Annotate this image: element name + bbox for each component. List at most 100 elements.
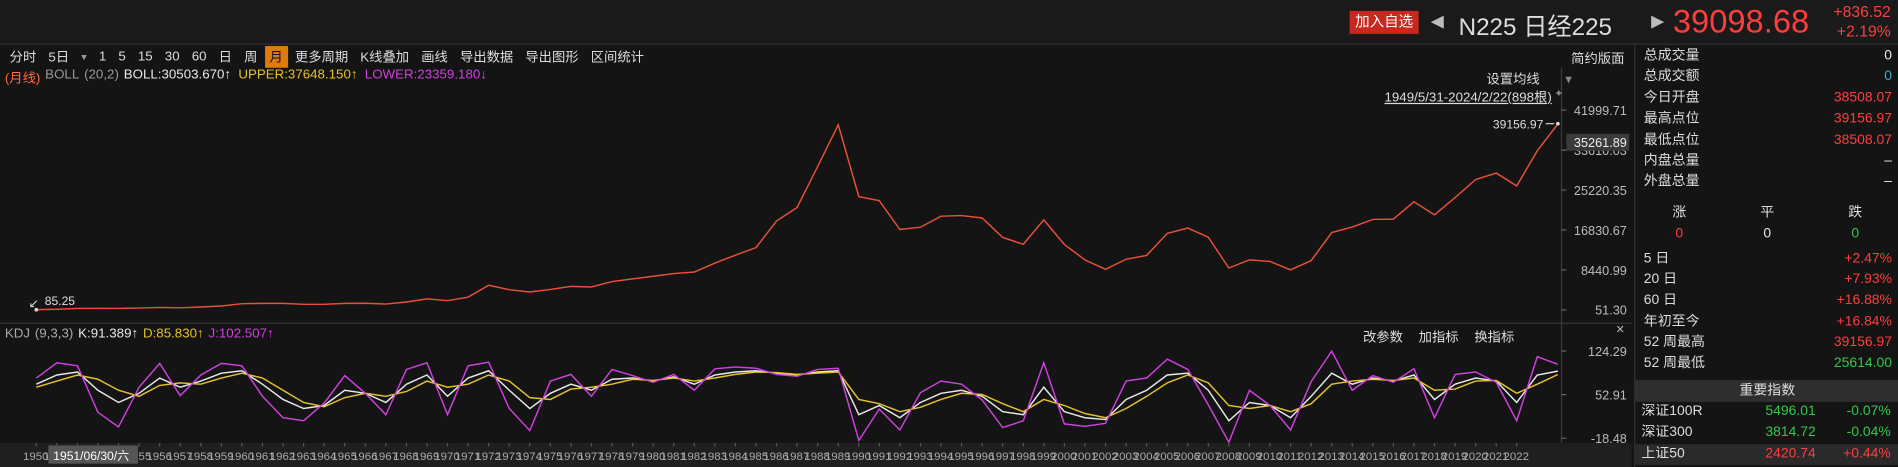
perf-value: +2.47% xyxy=(1844,251,1892,266)
set-ma-label[interactable]: 设置均线 xyxy=(1486,72,1540,88)
legend-entry: J:102.507↑ xyxy=(208,326,274,342)
x-tick-label: 2016 xyxy=(1380,451,1406,463)
index-name: 深证100R xyxy=(1641,404,1703,419)
perf-value: 25614.00 xyxy=(1833,356,1892,371)
x-tick-label: 1966 xyxy=(352,451,378,463)
toolbar-item[interactable]: 15 xyxy=(137,49,153,65)
perf-value: +7.93% xyxy=(1844,272,1892,287)
price-marker-box xyxy=(1566,133,1630,151)
symbol: N225 日经225 xyxy=(1459,7,1612,42)
index-price: 3814.72 xyxy=(1765,425,1816,440)
x-tick-label: 2017 xyxy=(1401,451,1427,463)
kdj-tool[interactable]: 加指标 xyxy=(1418,330,1459,345)
kdj-tool[interactable]: 换指标 xyxy=(1474,330,1515,345)
toolbar-item[interactable]: 画线 xyxy=(421,50,448,66)
kdj-tool[interactable]: 改参数 xyxy=(1362,330,1403,345)
x-tick-label: 1996 xyxy=(969,451,995,463)
breadth-label: 跌 xyxy=(1848,205,1863,220)
prev-arrow[interactable]: ◀ xyxy=(1430,10,1444,31)
x-tick-label: 1995 xyxy=(948,451,974,463)
toolbar-item[interactable]: 1 xyxy=(98,49,107,65)
quote-label: 最高点位 xyxy=(1643,111,1700,127)
perf-value: +16.84% xyxy=(1836,314,1892,329)
indicator-params: (20,2) xyxy=(84,67,119,83)
x-tick-label: 1968 xyxy=(393,451,419,463)
x-tick-label: 1965 xyxy=(331,451,357,463)
layout-toggle[interactable]: 简约版面 xyxy=(1571,52,1625,67)
toolbar-item[interactable]: K线叠加 xyxy=(360,50,410,66)
y-tick-label: 16830.67 xyxy=(1574,224,1627,238)
kdj-title: KDJ xyxy=(4,326,30,342)
perf-row: 年初至今 +16.84% xyxy=(1635,312,1898,333)
next-arrow[interactable]: ▶ xyxy=(1651,10,1665,31)
toolbar-item[interactable]: 区间统计 xyxy=(590,50,644,66)
breadth-values: 0 0 0 xyxy=(1635,224,1898,245)
index-row[interactable]: 上证50 2420.74 +0.44% xyxy=(1635,443,1898,465)
perf-label: 52 周最高 xyxy=(1643,335,1705,350)
pin-icon[interactable]: ✦ xyxy=(1554,88,1563,100)
kdj-legend: KDJ (9,3,3) K:91.389↑ D:85.830↑ J:102.507↑ xyxy=(5,327,274,342)
quote-row: 总成交量 0 xyxy=(1635,46,1898,67)
price-marker-label: 35261.89 xyxy=(1574,136,1627,150)
cursor-label: 1951/06/30/六 xyxy=(53,449,129,463)
symbol-code: N225 xyxy=(1458,14,1517,42)
x-tick-label: 1974 xyxy=(516,451,542,463)
change: +836.52 xyxy=(1833,2,1891,21)
kdj-params: (9,3,3) xyxy=(34,326,74,342)
x-tick-label: 2013 xyxy=(1318,451,1344,463)
x-tick-label: 2011 xyxy=(1277,451,1302,463)
add-watch-button[interactable]: 加入自选 xyxy=(1349,10,1419,34)
breadth-value: 0 xyxy=(1675,226,1684,242)
toolbar-item[interactable]: 30 xyxy=(164,49,180,65)
quote-label: 今日开盘 xyxy=(1643,90,1700,106)
x-tick-label: 2012 xyxy=(1298,451,1324,463)
x-tick-label: 1985 xyxy=(743,451,769,463)
x-tick-label: 1956 xyxy=(146,451,172,463)
index-price: 5496.01 xyxy=(1765,404,1816,419)
quote-label: 最低点位 xyxy=(1643,132,1700,148)
close-icon[interactable]: × xyxy=(1616,322,1624,338)
toolbar-item[interactable]: 日 xyxy=(218,50,232,66)
x-tick-label: 1958 xyxy=(187,451,213,463)
quote-value: 38508.07 xyxy=(1833,132,1892,148)
x-tick-label: 1986 xyxy=(763,451,789,463)
perf-row: 52 周最高 39156.97 xyxy=(1635,333,1898,354)
x-tick-label: 1967 xyxy=(373,451,399,463)
indicator-bar: (月线) BOLL (20,2) BOLL:30503.670↑ UPPER:37… xyxy=(5,68,487,87)
price-line xyxy=(36,122,1559,311)
x-tick-label: 2014 xyxy=(1339,451,1365,463)
perf-row: 20 日 +7.93% xyxy=(1635,270,1898,291)
quote-label: 总成交额 xyxy=(1643,69,1700,84)
annotation-point xyxy=(1556,121,1560,126)
chart-area: × ✦ 51.308440.9916830.6725220.3533610.03… xyxy=(0,67,1632,467)
perf-value: +16.88% xyxy=(1836,293,1892,308)
x-tick-label: 1959 xyxy=(208,451,234,463)
set-ma[interactable]: 设置均线 ▾ xyxy=(1486,69,1571,88)
y-tick-label: 8440.99 xyxy=(1581,264,1627,278)
quote-label: 外盘总量 xyxy=(1643,174,1700,190)
toolbar-item[interactable]: 月 xyxy=(264,45,288,68)
index-row[interactable]: 深证300 3814.72 -0.04% xyxy=(1635,423,1898,444)
index-header: 重要指数 xyxy=(1635,379,1898,402)
toolbar-item[interactable]: 周 xyxy=(244,50,258,66)
toolbar-item[interactable]: 分时 xyxy=(9,50,37,66)
toolbar-item[interactable]: 导出图形 xyxy=(525,50,579,66)
x-tick-label: 2000 xyxy=(1051,451,1077,463)
x-tick-label: 2008 xyxy=(1216,451,1242,463)
x-tick-label: 1991 xyxy=(866,451,892,463)
x-tick-label: 1961 xyxy=(249,451,275,463)
index-row[interactable]: 深证100R 5496.01 -0.07% xyxy=(1635,402,1898,423)
x-tick-label: 2005 xyxy=(1154,451,1180,463)
toolbar-item[interactable]: 5日 xyxy=(48,50,70,66)
x-tick-label: 1964 xyxy=(311,451,337,463)
toolbar-item[interactable]: 60 xyxy=(191,49,207,65)
x-tick-label: 2020 xyxy=(1462,451,1488,463)
toolbar-item[interactable]: 5 xyxy=(118,49,126,65)
annotation-arrow: ↙ xyxy=(29,296,39,310)
annotation-label: 85.25 xyxy=(45,294,76,308)
top-bar: 加入自选 ◀ N225 日经225 ▶ 39098.68 +836.52 +2.… xyxy=(0,0,1898,45)
x-tick-label: 1969 xyxy=(414,451,440,463)
index-name: 上证50 xyxy=(1641,446,1685,461)
toolbar-item[interactable]: 更多周期 xyxy=(294,50,349,66)
toolbar-item[interactable]: 导出数据 xyxy=(459,50,514,66)
